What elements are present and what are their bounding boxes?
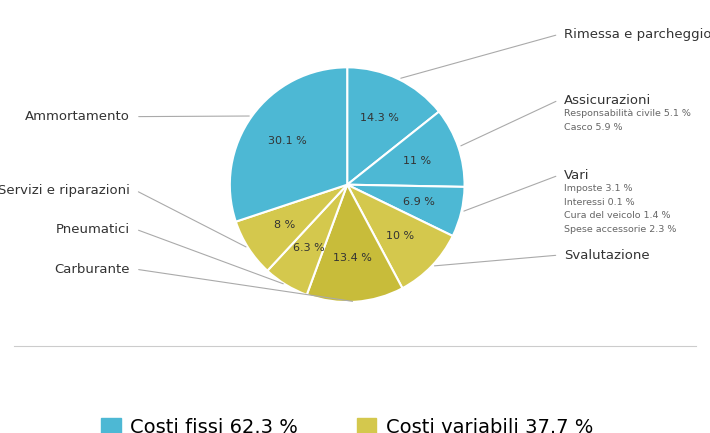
Text: 6.3 %: 6.3 % [293,243,324,253]
Text: Responsabilità civile 5.1 %: Responsabilità civile 5.1 % [564,109,691,118]
Text: 14.3 %: 14.3 % [360,113,399,123]
Text: Vari: Vari [564,169,590,182]
Text: Interessi 0.1 %: Interessi 0.1 % [564,198,635,207]
Text: 8 %: 8 % [274,220,295,229]
Text: Cura del veicolo 1.4 %: Cura del veicolo 1.4 % [564,211,671,220]
Wedge shape [347,67,439,185]
Text: Rimessa e parcheggio: Rimessa e parcheggio [564,28,710,41]
Text: Pneumatici: Pneumatici [56,223,130,236]
Text: Carburante: Carburante [55,263,130,276]
Wedge shape [347,185,453,288]
Text: Assicurazioni: Assicurazioni [564,94,652,107]
Text: 13.4 %: 13.4 % [333,253,372,263]
Text: 10 %: 10 % [386,231,415,241]
Text: 6.9 %: 6.9 % [403,197,435,207]
Wedge shape [230,67,347,222]
Wedge shape [347,185,464,236]
Text: Servizi e riparazioni: Servizi e riparazioni [0,184,130,197]
Wedge shape [347,112,464,187]
Wedge shape [236,185,347,271]
Legend: Costi fissi 62.3 %, Costi variabili 37.7 %: Costi fissi 62.3 %, Costi variabili 37.7… [102,417,593,433]
Text: Casco 5.9 %: Casco 5.9 % [564,123,623,132]
Wedge shape [307,185,403,302]
Text: 11 %: 11 % [403,156,431,166]
Text: Spese accessorie 2.3 %: Spese accessorie 2.3 % [564,225,677,234]
Text: 30.1 %: 30.1 % [268,136,307,146]
Text: Svalutazione: Svalutazione [564,249,650,262]
Text: Imposte 3.1 %: Imposte 3.1 % [564,184,633,193]
Text: Ammortamento: Ammortamento [25,110,130,123]
Wedge shape [268,185,347,295]
